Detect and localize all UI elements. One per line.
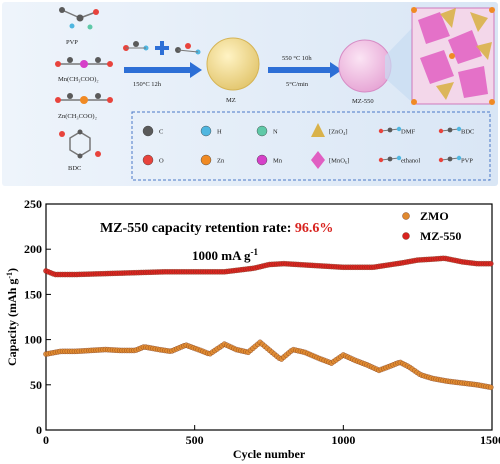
arrow-right-icon [268, 62, 342, 78]
scheme-legend: C H N [ZnO₄] DMF BDC O Zn Mn [MnO₆] ethanol PVP [142, 123, 474, 169]
y-tick-label: 0 [36, 423, 42, 437]
crystal-structure-image [411, 7, 495, 105]
mz550-sphere-image [338, 39, 392, 93]
reagent-label-bdc: BDC [68, 165, 81, 172]
x-tick-label: 1000 [331, 433, 355, 447]
chart-legend: ZMO MZ-550 [402, 209, 461, 243]
retention-annotation: MZ-550 capacity retention rate: 96.6% [100, 221, 333, 236]
reagent-bdc-molecule-icon [59, 129, 101, 159]
zoom-cone [385, 26, 414, 104]
legend-label-bdc: BDC [461, 129, 474, 136]
legend-label-dmf: DMF [401, 129, 415, 136]
plot-area [45, 203, 493, 431]
legend-n-sphere-icon [256, 125, 268, 137]
legend-zn-sphere-icon [200, 154, 212, 166]
reagent-label-zn-acetate: Zn(CH₃COO)₂ [58, 113, 97, 120]
legend-pvp-molecule-icon [438, 155, 462, 163]
arrow-right-icon [124, 62, 202, 78]
legend-o-sphere-icon [142, 154, 154, 166]
y-axis-title-sup: -1 [5, 272, 14, 279]
current-density-sup: -1 [251, 247, 259, 257]
legend-label-pvp: PVP [461, 158, 473, 165]
legend-label-mz550: MZ-550 [420, 229, 461, 243]
step2-condition-top: 550 °C 10h [282, 55, 312, 62]
product-label-mz550: MZ-550 [352, 98, 374, 105]
legend-label-zn: Zn [217, 158, 225, 165]
y-axis-title-text: Capacity (mAh g [5, 279, 19, 366]
legend-dmf-molecule-icon [378, 126, 402, 134]
step1-condition: 150°C 12h [133, 81, 162, 88]
y-tick-label: 200 [24, 242, 42, 256]
mz-sphere-image [206, 37, 260, 91]
x-axis-title: Cycle number [233, 447, 306, 461]
reagent-zn-acetate-molecule-icon [55, 93, 113, 104]
legend-bdc-molecule-icon [438, 126, 462, 134]
reagent-label-pvp: PVP [66, 39, 78, 46]
legend-label-mn: Mn [273, 158, 283, 165]
y-axis-title-end: ) [5, 268, 19, 272]
y-tick-label: 150 [24, 287, 42, 301]
y-tick-label: 250 [24, 197, 42, 211]
series-mz550 [43, 255, 494, 278]
legend-marker-mz550 [402, 232, 410, 240]
legend-label-mno: [MnO₆] [329, 158, 349, 165]
legend-mno-octahedron-icon [311, 151, 325, 169]
y-tick-label: 100 [24, 333, 42, 347]
legend-label-n: N [273, 129, 278, 136]
legend-c-sphere-icon [142, 125, 154, 137]
legend-mn-sphere-icon [256, 154, 268, 166]
legend-label-zmo: ZMO [420, 209, 449, 223]
y-tick-label: 50 [30, 378, 42, 392]
data-marks [43, 255, 494, 391]
solvent-molecules-icon [123, 41, 201, 55]
scheme-legend-box [131, 111, 491, 181]
legend-label-c: C [159, 129, 163, 136]
step2-condition-bottom: 5°C/min [286, 81, 309, 88]
product-label-mz: MZ [226, 97, 236, 104]
legend-h-sphere-icon [200, 125, 212, 137]
legend-label-h: H [217, 129, 222, 136]
current-density-text: 1000 mA g [192, 248, 251, 263]
legend-label-zno: [ZnO₄] [329, 129, 348, 136]
point-zmo [488, 384, 494, 391]
legend-ethanol-molecule-icon [378, 155, 402, 163]
x-tick-label: 500 [186, 433, 204, 447]
legend-label-ethanol: ethanol [401, 158, 420, 165]
point-mz550 [488, 260, 494, 267]
y-axis-title: Capacity (mAh g-1) [5, 268, 19, 366]
legend-zno-tetrahedron-icon [311, 123, 325, 137]
plus-icon [155, 41, 169, 55]
retention-annotation-value: 96.6% [295, 221, 334, 236]
retention-annotation-text: MZ-550 capacity retention rate: [100, 221, 295, 236]
reagent-pvp-molecule-icon [59, 7, 99, 30]
reagent-mn-acetate-molecule-icon [55, 57, 113, 68]
reagent-label-mn-acetate: Mn(CH₃COO)₂ [58, 76, 99, 83]
series-zmo [43, 339, 494, 391]
x-tick-label: 0 [43, 433, 49, 447]
synthesis-scheme: PVP Mn(CH₃COO)₂ Zn(CH₃COO)₂ BDC 150°C 12… [2, 2, 498, 186]
current-density-label: 1000 mA g-1 [192, 247, 258, 263]
legend-label-o: O [159, 158, 164, 165]
legend-marker-zmo [402, 212, 410, 220]
